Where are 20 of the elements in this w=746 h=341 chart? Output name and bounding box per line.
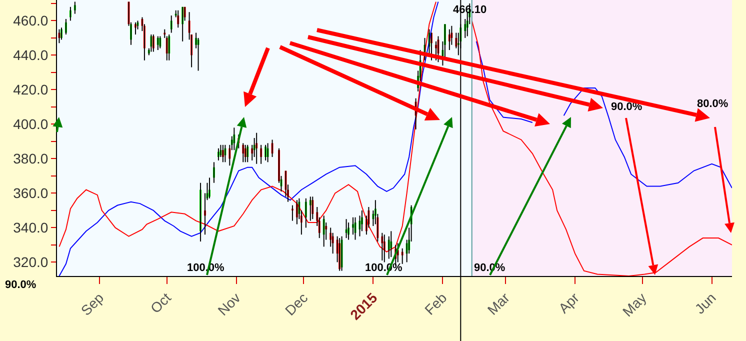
y-tick-label: 380.0 [13,150,48,167]
y-tick-label: 420.0 [13,82,48,98]
annotation: 80.0% [697,98,728,110]
x-tick-label: Mar [484,289,513,318]
x-tick-label: Nov [214,290,244,318]
y-tick-label: 460.0 [13,12,48,29]
y-tick-label: 440.0 [13,47,48,64]
x-tick-label: Apr [555,289,582,316]
y-tick-label: 360.0 [13,185,48,202]
y-tick-label: 400.0 [13,116,48,132]
text: 90.0% [5,279,36,291]
annotation: 90.0% [611,101,642,113]
y-tick-label: 340.0 [13,220,48,236]
x-tick-label: Dec [282,290,311,318]
x-tick-label: Feb [421,289,450,318]
x-tick-label: Sep [78,289,107,318]
x-tick-label: Oct [147,289,174,316]
y-tick-label: 320.0 [13,254,48,270]
x-tick-label: Jun [692,290,719,317]
x-tick-label: May [619,290,650,320]
